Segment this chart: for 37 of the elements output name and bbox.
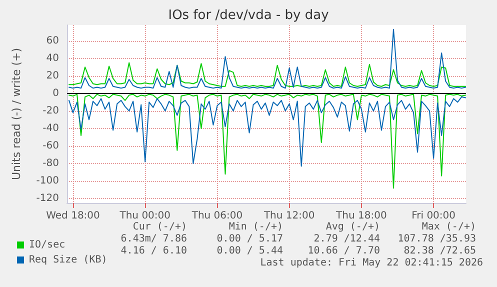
- text: 10.66 / 7.70: [308, 246, 380, 256]
- text: 0.00 / 5.44: [216, 246, 284, 256]
- y-tick-label: -20: [42, 105, 59, 116]
- x-tick-label: Thu 12:00: [262, 210, 315, 222]
- y-tick-label: 0: [52, 88, 59, 99]
- line-series: [68, 62, 466, 87]
- legend-label: Req Size (KB): [29, 254, 108, 266]
- x-tick-label: Thu 06:00: [190, 210, 243, 222]
- y-tick-label: -40: [42, 122, 59, 134]
- y-tick-label: 20: [46, 70, 59, 82]
- y-tick-label: 40: [46, 52, 59, 64]
- y-axis-title: Units read (-) / write (+): [10, 48, 23, 180]
- line-series: [68, 96, 466, 167]
- text: Avg (-/+): [326, 222, 380, 232]
- text: 107.78 /35.93: [398, 234, 476, 244]
- y-tick-label: -100: [36, 176, 59, 187]
- text: 6.43m/ 7.86: [120, 234, 188, 244]
- text: Max (-/+): [422, 222, 476, 232]
- text: Min (-/+): [228, 222, 284, 232]
- line-series: [68, 28, 466, 89]
- x-tick-label: Thu 18:00: [335, 210, 387, 222]
- y-tick-label: -80: [42, 158, 59, 170]
- line-series: [68, 94, 466, 189]
- chart-title: IOs for /dev/vda - by day: [168, 8, 330, 23]
- text: 0.00 / 5.17: [216, 234, 284, 244]
- text: 2.79 /12.44: [314, 234, 380, 244]
- text: Last update: Fri May 22 02:41:15 2026: [260, 258, 484, 268]
- y-tick-label: -120: [36, 193, 59, 204]
- text: 82.38 /72.65: [404, 246, 476, 256]
- x-tick-label: Thu 00:00: [118, 210, 171, 222]
- x-tick-label: Wed 18:00: [46, 210, 100, 222]
- text: 4.16 / 6.10: [120, 246, 188, 256]
- text: Cur (-/+): [132, 222, 188, 232]
- legend-label: IO/sec: [29, 240, 66, 250]
- y-tick-label: 60: [46, 35, 59, 46]
- y-tick-label: -60: [42, 140, 59, 152]
- x-tick-label: Fri 00:00: [412, 210, 456, 222]
